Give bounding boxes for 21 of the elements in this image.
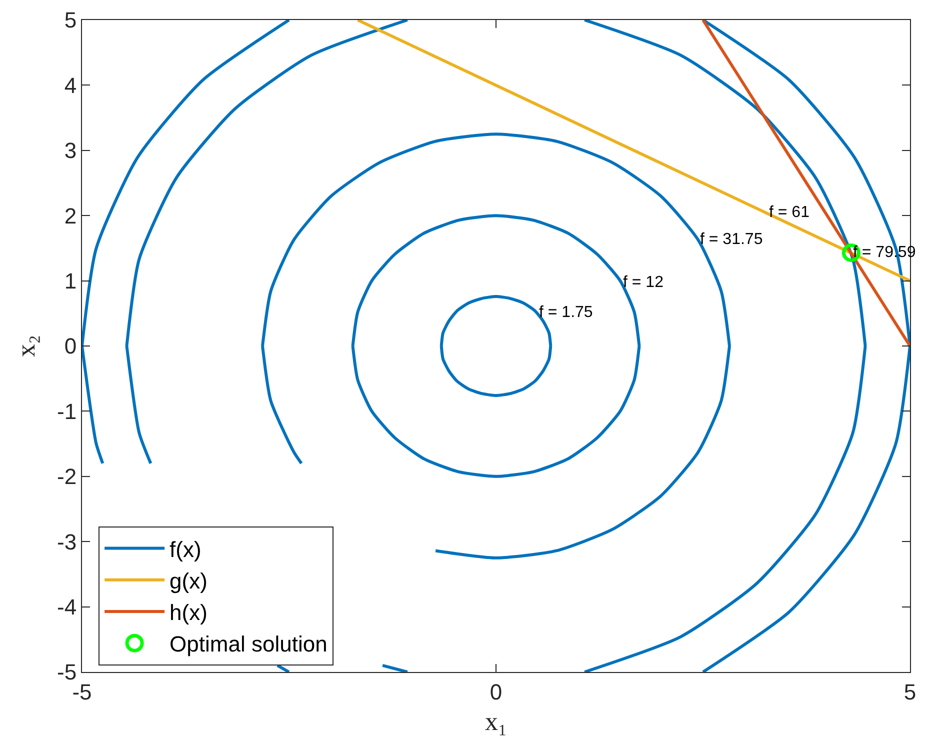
y-axis-title: x₂ [11,334,40,358]
y-tick-label: -5 [57,660,77,685]
legend-label: Optimal solution [170,632,328,657]
y-tick-label: 4 [64,72,77,98]
y-tick-label: 3 [64,138,77,164]
annotation: f = 31.75 [700,231,763,248]
y-tick-label: -3 [57,529,77,554]
y-tick-label: 5 [64,8,77,33]
legend-label: h(x) [170,600,208,626]
y-tick-label: 1 [64,268,77,294]
x-tick-label: 5 [904,679,916,704]
y-tick-label: -4 [57,594,77,620]
legend-label: g(x) [170,568,208,594]
y-tick-label: 2 [64,203,77,228]
x-tick-label: 0 [490,679,502,704]
y-tick-label: -1 [57,398,77,424]
annotation: f = 12 [623,274,664,291]
legend-label: f(x) [170,536,202,562]
x-axis-title: x₁ [484,707,508,736]
y-tick-label: 0 [64,334,77,359]
y-tick-label: -2 [57,464,77,490]
